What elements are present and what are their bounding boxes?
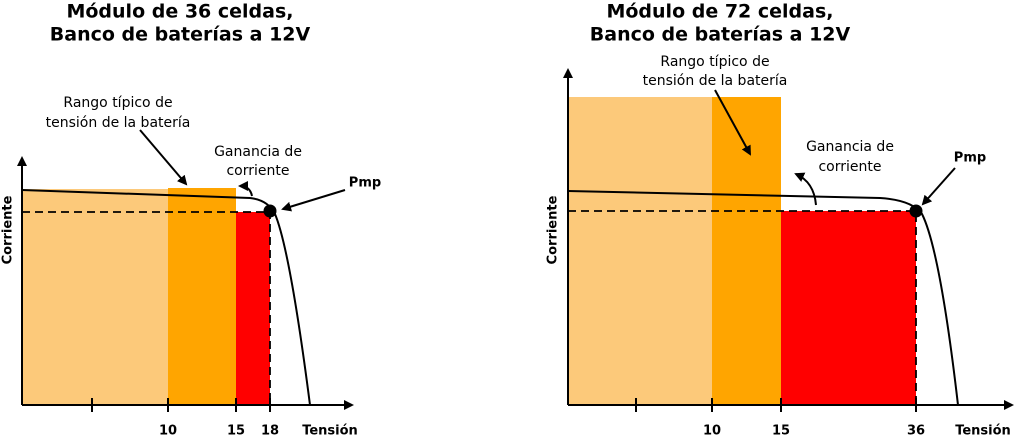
panel-left: Módulo de 36 celdas, Banco de baterías a… [1, 1, 382, 436]
note: tensión de la batería [46, 115, 191, 131]
arrow [714, 89, 751, 156]
y-label: Corriente [1, 195, 16, 264]
title: Módulo de 36 celdas, [66, 1, 293, 23]
note: Rango típico de [660, 54, 769, 70]
note: corriente [818, 159, 881, 175]
note: tensión de la batería [643, 73, 788, 89]
region-battery [712, 97, 781, 405]
note: Rango típico de [63, 95, 172, 111]
region-gain [236, 212, 270, 405]
arrow [281, 189, 346, 212]
x-tick-label: 18 [261, 424, 279, 436]
x-label: Tensión [302, 424, 358, 436]
iv-curve [21, 189, 311, 406]
note: corriente [226, 163, 289, 179]
x-tick-label: 10 [159, 424, 177, 436]
x-tick-label: 36 [907, 424, 925, 436]
arrow [921, 167, 956, 206]
pmp-dot [909, 204, 923, 218]
region-battery [168, 188, 236, 405]
arrow [794, 172, 817, 206]
point-label: Pmp [954, 151, 986, 166]
x-label: Tensión [955, 424, 1011, 436]
x-tick-label: 15 [772, 424, 790, 436]
x-tick-label: 10 [703, 424, 721, 436]
region-low [22, 189, 168, 405]
y-label: Corriente [546, 195, 561, 264]
panel-right: Módulo de 72 celdas, Banco de baterías a… [546, 1, 1014, 436]
title: Módulo de 72 celdas, [606, 1, 833, 23]
arrow [238, 181, 253, 197]
region-low [568, 97, 712, 405]
title: Banco de baterías a 12V [50, 24, 311, 46]
note: Ganancia de [806, 139, 894, 155]
point-label: Pmp [349, 176, 381, 191]
pmp-dot [263, 204, 277, 218]
title: Banco de baterías a 12V [590, 24, 851, 46]
region-gain [781, 211, 916, 405]
iv-curve [567, 190, 959, 406]
x-tick-label: 15 [227, 424, 245, 436]
arrow [139, 129, 188, 186]
note: Ganancia de [214, 144, 302, 160]
